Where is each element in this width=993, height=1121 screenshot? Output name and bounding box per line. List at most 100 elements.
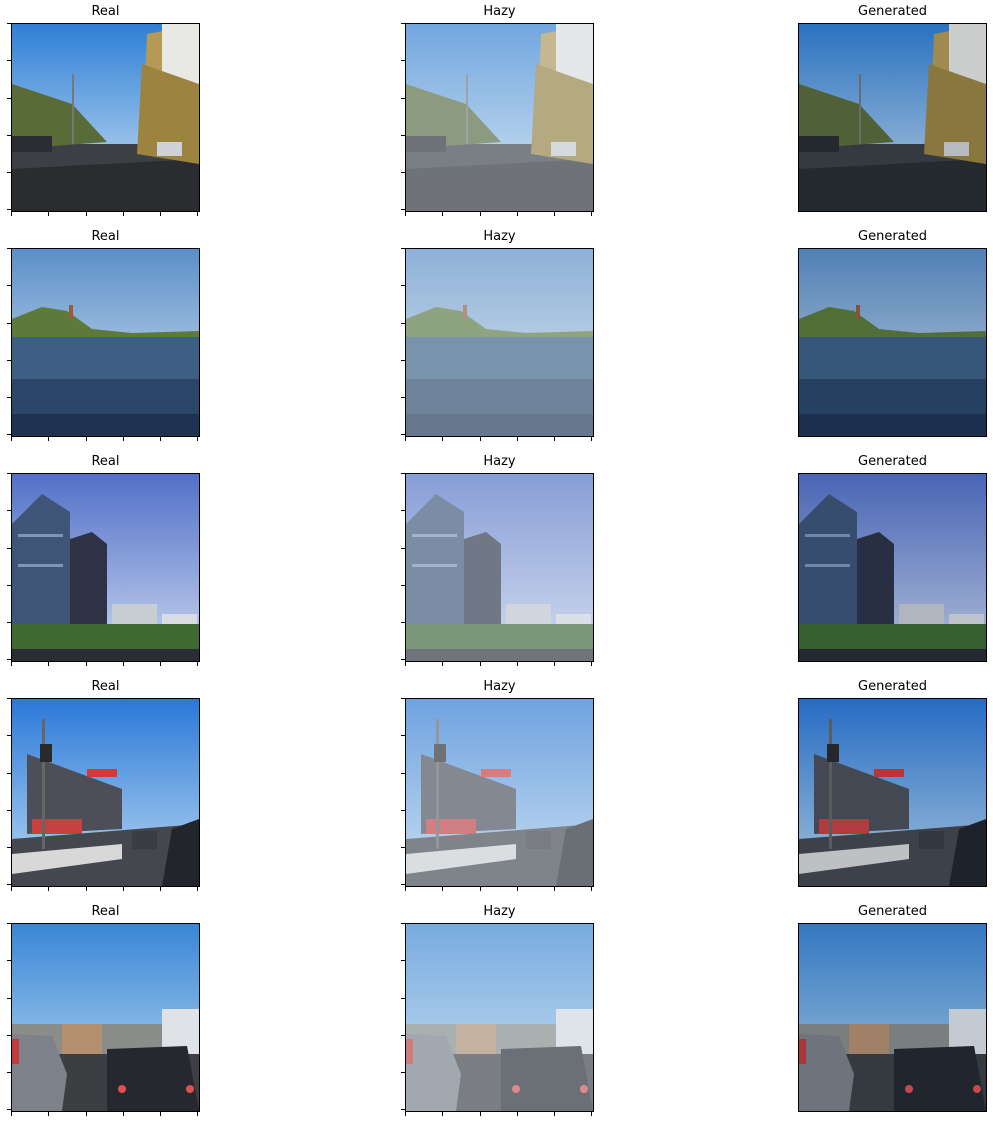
x-tick [591,212,592,216]
panel-gen-3: Generated [798,454,987,662]
x-tick [123,662,124,666]
y-tick [7,285,11,286]
panel-title: Hazy [483,679,516,694]
panel-real-5: Real [7,904,200,1116]
y-tick [401,548,405,549]
x-tick [591,887,592,891]
panel-title: Generated [858,454,927,469]
x-tick [86,887,87,891]
x-tick [442,662,443,666]
x-tick [11,662,12,666]
photo-gen [798,248,987,437]
y-tick [401,60,405,61]
panel-title: Real [91,4,120,19]
y-tick [401,434,405,435]
y-tick [401,1072,405,1073]
panel-gen-2: Generated [798,229,987,437]
photo-hazy [405,473,594,662]
panel-title: Generated [858,904,927,919]
photo-gen [798,698,987,887]
y-tick [7,397,11,398]
panel-real-2: Real [7,229,200,441]
photo-gen [798,473,987,662]
panel-real-3: Real [7,454,200,666]
x-tick [11,1112,12,1116]
panel-gen-1: Generated [798,4,987,212]
photo-real [11,923,200,1112]
panel-title: Generated [858,4,927,19]
x-tick [517,887,518,891]
panel-title: Real [91,454,120,469]
panel-gen-4: Generated [798,679,987,887]
y-tick [401,659,405,660]
x-tick [517,437,518,441]
panel-title: Hazy [483,454,516,469]
x-tick [123,1112,124,1116]
y-tick [7,23,11,24]
photo-real [11,248,200,437]
x-tick [160,437,161,441]
y-tick [7,209,11,210]
x-tick [197,662,198,666]
x-tick [197,1112,198,1116]
y-tick [401,1035,405,1036]
x-tick [48,437,49,441]
y-tick [401,735,405,736]
y-tick [401,209,405,210]
x-tick [11,887,12,891]
x-tick [554,887,555,891]
y-tick [7,659,11,660]
panel-title: Real [91,229,120,244]
y-tick [401,585,405,586]
y-tick [7,135,11,136]
y-tick [401,510,405,511]
photo-hazy [405,698,594,887]
x-tick [405,212,406,216]
panel-hazy-5: Hazy [401,904,594,1116]
x-tick [123,212,124,216]
y-tick [7,510,11,511]
photo-real [11,698,200,887]
y-tick [7,585,11,586]
photo-hazy [405,923,594,1112]
x-tick [554,1112,555,1116]
y-tick [401,248,405,249]
x-tick [554,662,555,666]
y-tick [7,960,11,961]
panel-hazy-4: Hazy [401,679,594,891]
x-tick [480,887,481,891]
x-tick [517,1112,518,1116]
y-tick [401,1109,405,1110]
y-tick [401,960,405,961]
x-tick [160,662,161,666]
y-tick [7,810,11,811]
x-tick [123,887,124,891]
x-tick [517,662,518,666]
y-tick [401,773,405,774]
x-tick [591,1112,592,1116]
y-tick [401,998,405,999]
y-tick [401,847,405,848]
y-tick [401,360,405,361]
x-tick [405,437,406,441]
x-tick [86,212,87,216]
y-tick [401,135,405,136]
y-tick [401,810,405,811]
y-tick [401,98,405,99]
y-tick [7,172,11,173]
x-tick [11,437,12,441]
panel-real-1: Real [7,4,200,216]
y-tick [401,923,405,924]
photo-hazy [405,248,594,437]
y-tick [7,622,11,623]
x-tick [442,887,443,891]
panel-hazy-3: Hazy [401,454,594,666]
y-tick [401,397,405,398]
y-tick [7,1035,11,1036]
x-tick [48,887,49,891]
y-tick [7,884,11,885]
x-tick [197,212,198,216]
x-tick [48,212,49,216]
y-tick [401,323,405,324]
photo-hazy [405,23,594,212]
